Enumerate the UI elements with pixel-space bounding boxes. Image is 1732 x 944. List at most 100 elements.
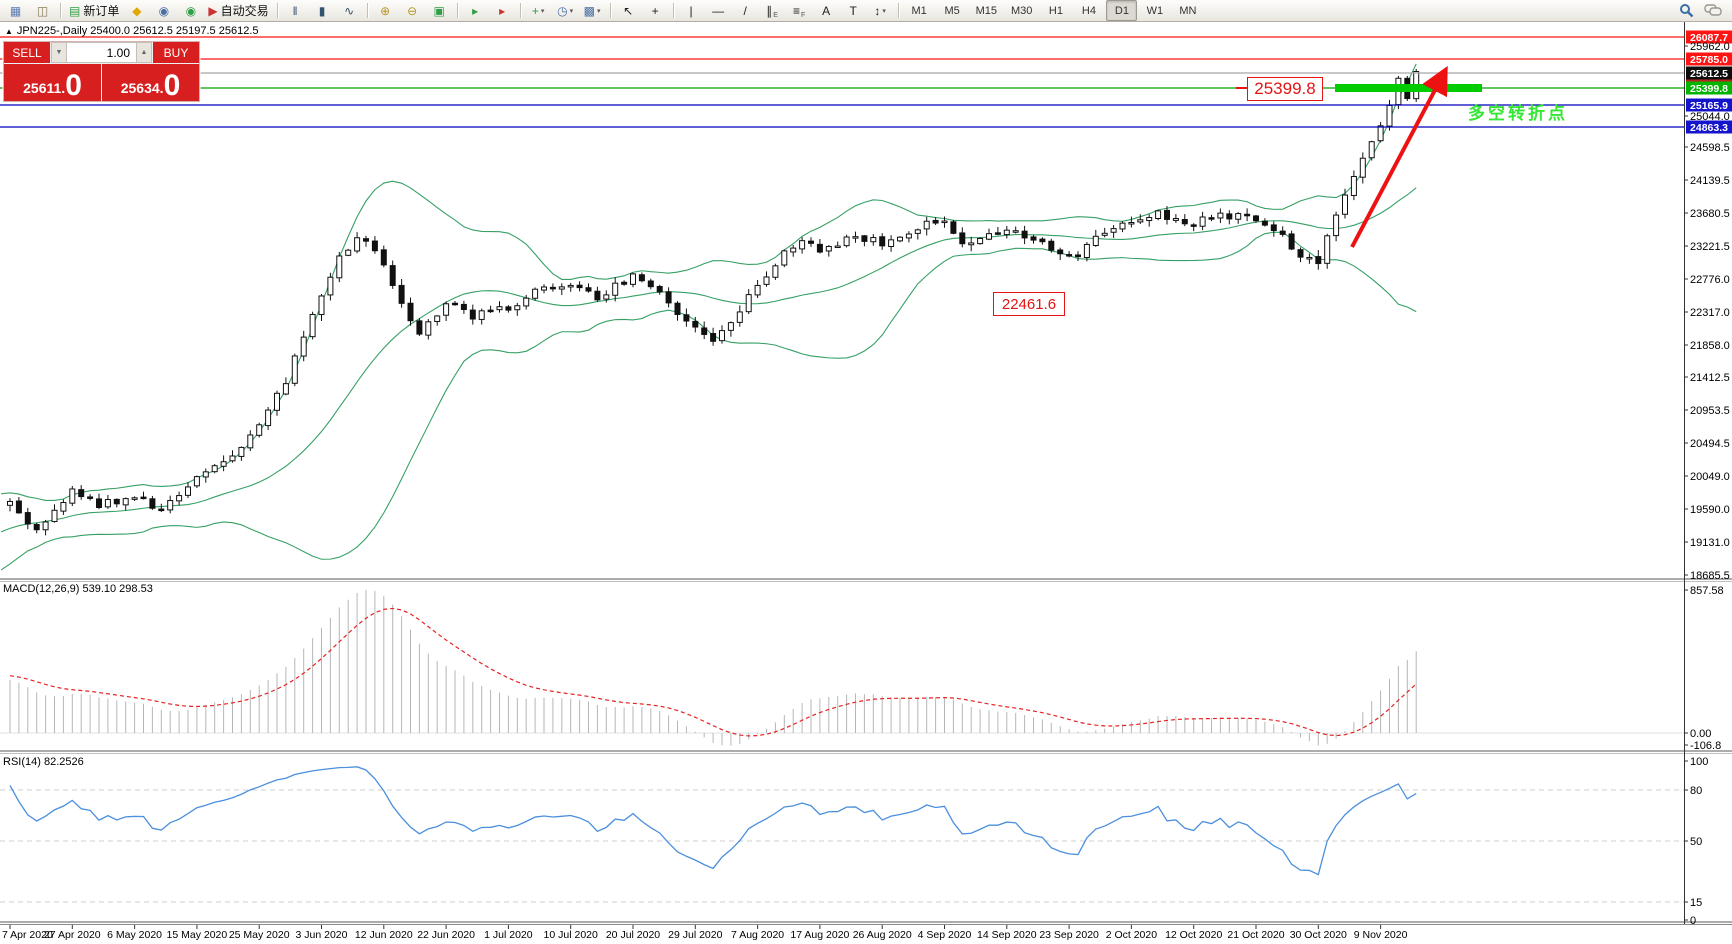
chat-icon[interactable] [1704, 3, 1722, 18]
zoom-out-button[interactable]: ⊖ [400, 1, 425, 20]
price-tick-label: 24598.5 [1690, 142, 1730, 154]
indicators-dropdown-caret[interactable]: ▾ [540, 7, 545, 15]
crosshair-button[interactable]: + [643, 1, 668, 20]
trendline-button[interactable]: / [733, 1, 758, 20]
templates-icon: ▩ [583, 3, 596, 18]
tile-windows-button[interactable]: ▣ [427, 1, 452, 20]
toolbar-separator [609, 3, 611, 18]
price-tick-label: 20494.5 [1690, 438, 1730, 450]
date-axis-label: 23 Sep 2020 [1039, 929, 1099, 941]
date-axis-label: 9 Nov 2020 [1354, 929, 1408, 941]
horizontal-line-button[interactable]: — [706, 1, 731, 20]
zoom-out-icon: ⊖ [407, 3, 418, 18]
community-button[interactable]: ◉ [151, 1, 176, 20]
date-axis-label: 25 May 2020 [229, 929, 290, 941]
price-tick-label: 20953.5 [1690, 405, 1730, 417]
signals-icon: ◉ [185, 3, 197, 18]
equidistant-channel-button[interactable]: ∥ E [760, 1, 785, 20]
fibonacci-subscript: F [800, 12, 806, 19]
chart-title-text: JPN225-,Daily 25400.0 25612.5 25197.5 25… [16, 25, 259, 37]
equidistant-channel-icon: ∥ [766, 3, 773, 18]
community-icon: ◉ [158, 3, 170, 18]
search-icon[interactable] [1679, 3, 1694, 18]
date-axis-label: 21 Oct 2020 [1227, 929, 1284, 941]
indicator-axis-label: 80 [1690, 785, 1702, 797]
indicator-axis-label: 50 [1690, 836, 1702, 848]
price-tick-label: 25962.0 [1690, 41, 1730, 53]
price-tick-label: 21412.5 [1690, 372, 1730, 384]
crosshair-icon: + [651, 3, 659, 18]
sell-button[interactable]: SELL [4, 42, 50, 63]
text-label-icon: T [849, 3, 857, 18]
periods-button[interactable]: ◷ ▾ [553, 1, 578, 20]
new-chart-button[interactable]: ▦ [3, 1, 28, 20]
date-axis-label: 14 Sep 2020 [977, 929, 1037, 941]
indicator-axis-label: 0.00 [1690, 728, 1711, 740]
timeframe-h1-button[interactable]: H1 [1048, 4, 1063, 17]
arrows-dropdown-caret[interactable]: ▾ [882, 7, 886, 15]
indicator-axis-label: -106.8 [1690, 740, 1721, 752]
metaeditor-icon: ◆ [132, 3, 142, 18]
vertical-line-icon: | [689, 3, 693, 18]
text-label-button[interactable]: T [841, 1, 866, 20]
fibonacci-button[interactable]: ≡ F [787, 1, 812, 20]
buy-button[interactable]: BUY [153, 42, 199, 63]
indicator-axis-label: 100 [1690, 756, 1708, 768]
profiles-button[interactable]: ◫ [30, 1, 55, 20]
resistance-level-label: 25399.8 [1247, 77, 1323, 101]
timeframe-m30-button[interactable]: M30 [1011, 4, 1033, 17]
chart-shift-button[interactable]: ▸ [490, 1, 515, 20]
bar-chart-button[interactable]: ‖ [283, 1, 308, 20]
timeframe-m5-button[interactable]: M5 [944, 4, 960, 17]
candlestick-chart-button[interactable]: ▮ [310, 1, 335, 20]
timeframe-mn-button[interactable]: MN [1179, 4, 1197, 17]
date-axis-label: 15 May 2020 [167, 929, 228, 941]
volume-input[interactable] [67, 43, 136, 62]
volume-increase-button[interactable]: ▲ [136, 43, 151, 62]
profiles-icon: ◫ [36, 3, 49, 18]
buy-price[interactable]: 25634. 0 [102, 64, 199, 101]
toolbar-separator [672, 3, 674, 18]
auto-scroll-button[interactable]: ▸ [463, 1, 488, 20]
templates-button[interactable]: ▩ ▾ [580, 1, 605, 20]
line-chart-button[interactable]: ∿ [337, 1, 362, 20]
date-axis-label: 1 Jul 2020 [484, 929, 533, 941]
fibonacci-icon: ≡ [792, 3, 800, 18]
price-badge: 25399.8 [1690, 83, 1728, 95]
signals-button[interactable]: ◉ [178, 1, 203, 20]
indicator-axis-label: 857.58 [1690, 585, 1724, 597]
bar-chart-icon: ‖ [292, 3, 298, 18]
price-tick-label: 22776.0 [1690, 274, 1730, 286]
arrows-button[interactable]: ↕ ▾ [868, 1, 893, 20]
one-click-trading-panel: SELL ▼ ▲ BUY 25611.0 25634.0 [3, 41, 200, 102]
date-axis-label: 6 May 2020 [107, 929, 162, 941]
indicator-axis-label: 15 [1690, 897, 1702, 909]
date-axis-label: 12 Oct 2020 [1165, 929, 1222, 941]
autotrading-button[interactable]: ▶ 自动交易 [205, 1, 271, 20]
autotrading-label: 自动交易 [220, 4, 269, 18]
price-tick-label: 23221.5 [1690, 241, 1730, 253]
toolbar-separator [60, 3, 61, 18]
vertical-line-button[interactable]: | [679, 1, 704, 20]
sell-price[interactable]: 25611. 0 [4, 64, 101, 101]
timeframe-w1-button[interactable]: W1 [1146, 4, 1164, 17]
periods-dropdown-caret[interactable]: ▾ [569, 7, 574, 15]
price-badge: 25612.5 [1690, 68, 1728, 80]
timeframe-m15-button[interactable]: M15 [975, 4, 998, 17]
timeframe-d1-button[interactable]: D1 [1106, 0, 1138, 21]
metaeditor-button[interactable]: ◆ [124, 1, 149, 20]
price-badge: 24863.3 [1690, 122, 1728, 134]
templates-dropdown-caret[interactable]: ▾ [597, 7, 601, 15]
cursor-button[interactable]: ↖ [616, 1, 641, 20]
new-order-button[interactable]: ▤ 新订单 [66, 1, 122, 20]
timeframe-m1-button[interactable]: M1 [911, 4, 927, 17]
zoom-in-icon: ⊕ [380, 3, 391, 18]
volume-decrease-button[interactable]: ▼ [52, 43, 67, 62]
indicators-button[interactable]: + ▾ [526, 1, 551, 20]
timeframe-h4-button[interactable]: H4 [1081, 4, 1096, 17]
text-button[interactable]: A [814, 1, 839, 20]
zoom-in-button[interactable]: ⊕ [373, 1, 398, 20]
new-order-label: 新订单 [83, 4, 120, 18]
price-tick-label: 21858.0 [1690, 340, 1730, 352]
